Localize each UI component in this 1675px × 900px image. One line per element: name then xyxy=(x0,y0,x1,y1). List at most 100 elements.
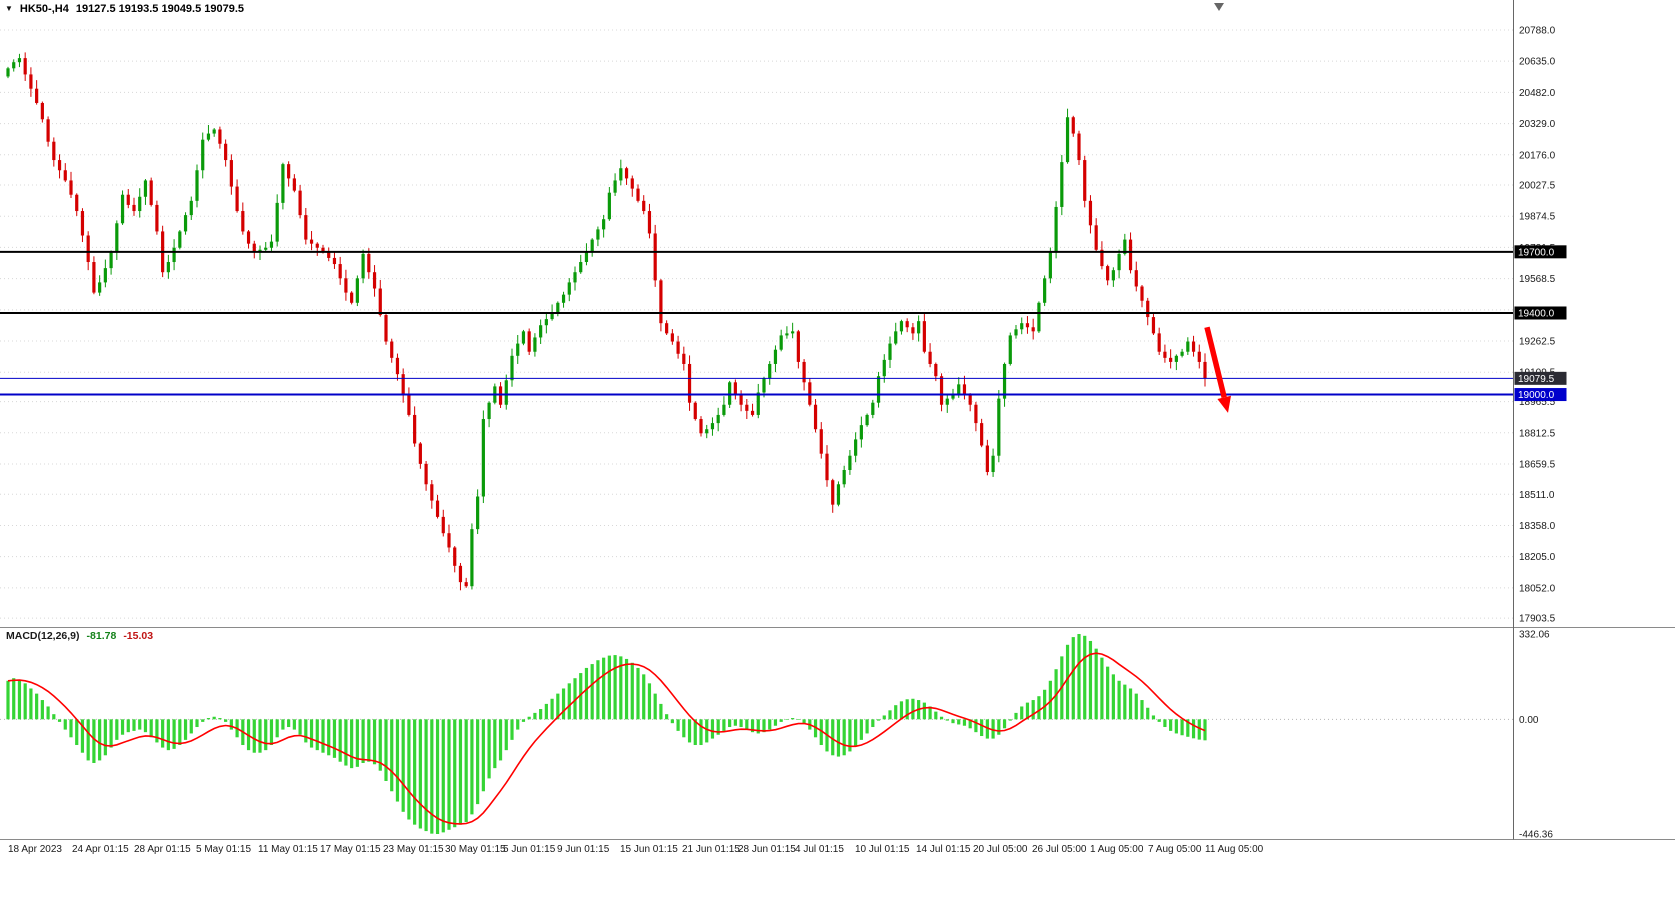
macd-histogram-bar xyxy=(1106,666,1110,720)
candle-body xyxy=(418,443,422,464)
macd-histogram-bar xyxy=(464,719,468,823)
candle-body xyxy=(888,343,892,360)
candle-body xyxy=(395,357,400,375)
trend-arrow-head[interactable] xyxy=(1217,395,1231,413)
candle-body xyxy=(309,239,314,244)
candle-body xyxy=(498,386,503,405)
macd-histogram-bar xyxy=(865,719,869,734)
macd-histogram-bar xyxy=(132,719,136,731)
macd-histogram-bar xyxy=(172,719,176,749)
candle-body xyxy=(138,196,142,212)
candle-body xyxy=(1100,249,1104,267)
price-axis-label: 18659.5 xyxy=(1519,459,1556,470)
candlestick-series xyxy=(6,52,1207,591)
candle-body xyxy=(1169,357,1173,362)
macd-histogram-bar xyxy=(962,719,967,726)
macd-histogram-bar xyxy=(470,719,474,815)
macd-histogram-bar xyxy=(871,719,875,728)
macd-histogram-bar xyxy=(206,718,211,720)
candle-body xyxy=(808,382,812,405)
macd-histogram-bar xyxy=(309,719,314,748)
macd-histogram-bar xyxy=(699,719,703,746)
symbol-dropdown-icon[interactable]: ▼ xyxy=(5,4,13,13)
candle-body xyxy=(997,398,1001,456)
macd-histogram-bar xyxy=(1008,719,1012,721)
time-axis-label: 21 Jun 01:15 xyxy=(682,844,740,855)
candle-body xyxy=(401,374,405,395)
macd-histogram-bar xyxy=(1157,719,1161,722)
macd-histogram-bar xyxy=(258,719,262,753)
macd-histogram-bar xyxy=(785,719,789,720)
price-axis-label: 20635.0 xyxy=(1519,57,1556,68)
macd-histogram-bar xyxy=(1186,719,1190,737)
trend-arrow-shaft[interactable] xyxy=(1204,326,1227,399)
candle-body xyxy=(779,335,783,350)
candle-body xyxy=(1020,323,1024,330)
macd-signal-line xyxy=(7,652,1206,825)
shift-marker-icon[interactable] xyxy=(1214,3,1224,11)
macd-histogram-bar xyxy=(275,719,279,738)
macd-histogram-bar xyxy=(561,688,566,720)
candle-body xyxy=(52,141,56,161)
price-axis[interactable]: 20788.0 20635.0 20482.0 20329.0 20176.0 20027… xyxy=(1519,25,1556,840)
macd-histogram-bar xyxy=(498,719,503,761)
candle-body xyxy=(287,164,291,179)
candle-body xyxy=(1014,329,1018,336)
candle-body xyxy=(584,251,589,263)
macd-histogram-bar xyxy=(350,719,354,769)
candle-body xyxy=(785,333,789,336)
candle-body xyxy=(1197,351,1201,362)
macd-histogram-bar xyxy=(183,719,188,740)
candle-body xyxy=(533,337,537,352)
time-axis[interactable]: 18 Apr 2023 24 Apr 01:15 28 Apr 01:15 5 May… xyxy=(8,844,1264,855)
macd-histogram-bar xyxy=(813,719,818,738)
trend-arrow-annotation[interactable] xyxy=(1204,326,1231,413)
macd-axis-label: -446.36 xyxy=(1519,830,1553,841)
macd-histogram-bar xyxy=(768,719,772,730)
candle-body xyxy=(991,455,995,473)
macd-histogram-bar xyxy=(378,719,382,771)
price-badge-19400.0 xyxy=(1514,306,1567,320)
macd-histogram-bar xyxy=(928,706,932,720)
macd-histogram-bar xyxy=(103,719,107,756)
candle-body xyxy=(1083,160,1087,201)
macd-histogram-bar xyxy=(1169,719,1173,731)
macd-histogram-bar xyxy=(332,719,337,758)
candle-body xyxy=(298,190,302,216)
time-axis-label: 1 Aug 05:00 xyxy=(1090,844,1144,855)
macd-histogram-bar xyxy=(596,660,600,720)
candle-body xyxy=(1065,117,1070,163)
macd-histogram-bar xyxy=(670,719,674,724)
price-axis-label: 19568.5 xyxy=(1519,274,1556,285)
ohlc-values: 19127.5 19193.5 19049.5 19079.5 xyxy=(75,3,245,15)
macd-axis-label: 0.00 xyxy=(1519,715,1539,726)
candle-body xyxy=(195,170,199,201)
candle-body xyxy=(819,429,823,454)
candle-body xyxy=(98,282,102,293)
candle-body xyxy=(63,170,67,181)
macd-histogram-bar xyxy=(75,719,79,746)
macd-histogram-bar xyxy=(390,719,394,792)
horizontal-level-lines[interactable] xyxy=(0,250,1513,396)
time-axis-label: 14 Jul 01:15 xyxy=(916,844,971,855)
price-badge-19700.0 xyxy=(1514,245,1567,259)
time-axis-label: 26 Jul 05:00 xyxy=(1032,844,1087,855)
macd-histogram-bar xyxy=(269,719,274,746)
macd-histogram-bar xyxy=(756,719,760,734)
candle-body xyxy=(1094,225,1098,250)
macd-histogram-bar xyxy=(636,667,640,720)
macd-histogram-bar xyxy=(424,719,428,832)
macd-histogram-bar xyxy=(1151,715,1156,720)
time-axis-label: 24 Apr 01:15 xyxy=(72,844,129,855)
candle-body xyxy=(1060,162,1064,207)
time-axis-label: 23 May 01:15 xyxy=(383,844,444,855)
candle-body xyxy=(1123,239,1127,254)
macd-histogram-bar xyxy=(573,678,577,720)
macd-histogram-bar xyxy=(682,719,686,738)
candle-body xyxy=(407,394,411,415)
candle-body xyxy=(1077,133,1081,161)
time-axis-label: 5 May 01:15 xyxy=(196,844,251,855)
macd-histogram-bar xyxy=(401,719,405,812)
